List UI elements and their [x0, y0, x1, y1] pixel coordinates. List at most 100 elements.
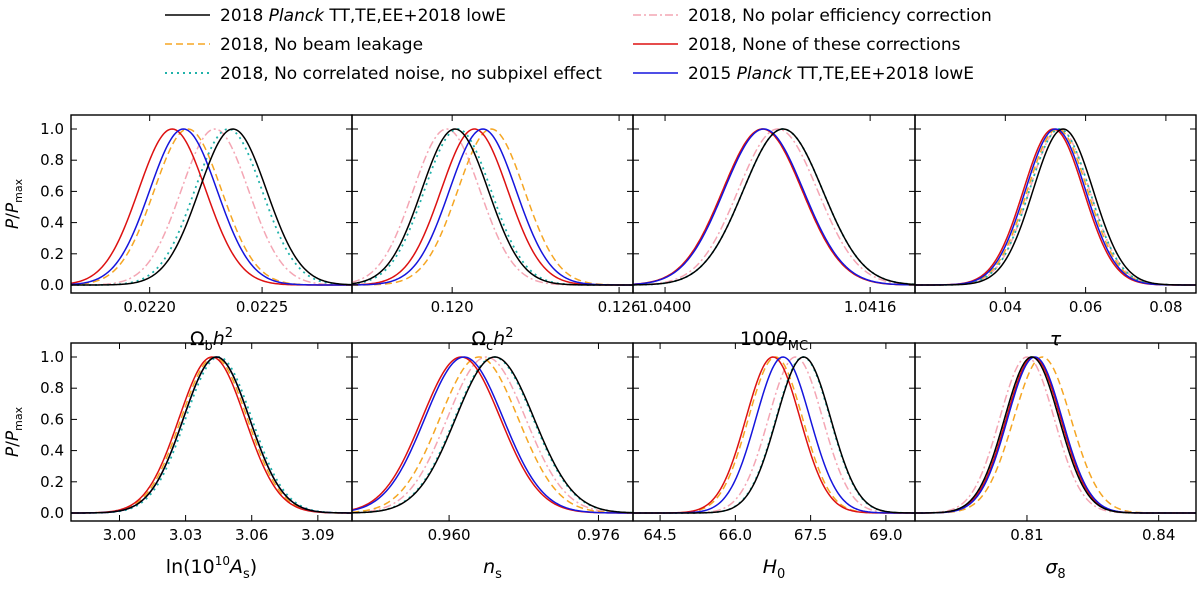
panel-3-curves	[633, 128, 915, 286]
x-axis-label: H0	[763, 556, 786, 582]
panel-frame	[351, 342, 634, 522]
x-tick-label: 0.06	[1069, 298, 1102, 316]
curve-s2015	[71, 356, 352, 514]
y-tick-label: 0.2	[40, 473, 64, 491]
x-tick-label: 0.126	[598, 298, 641, 316]
curve-polar	[352, 356, 633, 514]
panel-2: 0.120 0.126 Ωch2	[351, 114, 641, 354]
curve-none	[352, 356, 633, 514]
curve-s2015	[633, 128, 915, 286]
curve-none	[633, 356, 915, 514]
x-axis-label: Ωbh2	[190, 326, 233, 354]
panel-frame	[70, 342, 353, 522]
curve-s2015	[71, 128, 352, 286]
panel-5: 3.00 3.03 3.06 3.09 0.0 0.2 0.4 0.6 0.8 1.0 ln(101…	[40, 342, 353, 582]
curve-polar	[71, 356, 352, 514]
curve-s2015	[352, 356, 633, 514]
panel-4: 0.04 0.06 0.08 τ	[914, 114, 1197, 350]
curve-s2018	[71, 128, 352, 286]
curve-s2015	[915, 356, 1196, 514]
x-tick-label: 3.09	[301, 526, 334, 544]
x-axis-label: 100θMC	[740, 328, 808, 354]
x-axis-label: σ8	[1045, 556, 1065, 582]
y-axis-label: P/Pmax	[3, 178, 25, 229]
x-tick-label: 0.81	[1010, 526, 1043, 544]
legend-label-polar: 2018, No polar efficiency correction	[688, 6, 992, 26]
y-tick-label: 0.0	[40, 504, 64, 522]
y-tick-label: 1.0	[40, 120, 64, 138]
y-tick-label: 1.0	[40, 348, 64, 366]
curve-none	[633, 128, 915, 286]
x-tick-label: 67.5	[794, 526, 827, 544]
curve-polar	[915, 356, 1196, 514]
curve-noise	[352, 356, 633, 514]
curve-s2015	[352, 128, 633, 286]
legend-item-noise: 2018, No correlated noise, no subpixel e…	[165, 64, 602, 84]
curve-noise	[633, 128, 915, 286]
x-tick-label: 66.0	[719, 526, 752, 544]
x-tick-label: 1.0400	[639, 298, 692, 316]
panel-6-curves	[352, 356, 633, 514]
curve-none	[915, 356, 1196, 514]
x-tick-label: 0.0225	[236, 298, 289, 316]
y-axis-label: P/Pmax	[3, 406, 25, 457]
x-tick-label: 64.5	[643, 526, 676, 544]
curve-s2015	[915, 128, 1196, 286]
x-axis-label: ns	[483, 556, 502, 582]
legend-label-beam: 2018, No beam leakage	[220, 35, 423, 55]
curve-beam	[915, 356, 1196, 514]
curve-none	[352, 128, 633, 286]
curve-noise	[915, 128, 1196, 286]
curve-beam	[633, 356, 915, 514]
y-tick-label: 0.0	[40, 276, 64, 294]
legend: 2018 Planck TT,TE,EE+2018 lowE 2018, No b…	[165, 6, 992, 84]
curve-s2018	[633, 128, 915, 286]
y-tick-label: 0.2	[40, 245, 64, 263]
panel-6: 0.960 0.976 ns	[351, 342, 634, 582]
panel-8: 0.81 0.84 σ8	[914, 342, 1197, 582]
panel-frame	[632, 342, 916, 522]
curve-s2018	[352, 356, 633, 514]
curve-polar	[71, 128, 352, 286]
legend-item-none: 2018, None of these corrections	[633, 35, 961, 55]
x-tick-label: 0.960	[428, 526, 471, 544]
legend-item-s2015: 2015 Planck TT,TE,EE+2018 lowE	[633, 64, 974, 84]
curve-s2018	[71, 356, 352, 514]
curve-polar	[633, 128, 915, 286]
legend-label-s2015: 2015 Planck TT,TE,EE+2018 lowE	[688, 64, 974, 84]
panel-frame	[914, 114, 1197, 294]
legend-label-s2018: 2018 Planck TT,TE,EE+2018 lowE	[220, 6, 506, 26]
x-axis-label: τ	[1050, 328, 1062, 350]
curve-noise	[71, 128, 352, 286]
curve-beam	[71, 356, 352, 514]
curve-none	[71, 128, 352, 286]
y-tick-label: 0.6	[40, 410, 64, 428]
y-tick-label: 0.8	[40, 379, 64, 397]
curve-noise	[352, 128, 633, 286]
legend-item-beam: 2018, No beam leakage	[165, 35, 423, 55]
panel-1: 0.0220 0.0225 0.0 0.2 0.4 0.6 0.8 1.0 Ωbh2	[40, 114, 353, 354]
x-tick-label: 3.03	[169, 526, 202, 544]
x-tick-label: 0.976	[577, 526, 620, 544]
x-tick-label: 3.00	[103, 526, 136, 544]
curve-s2018	[915, 356, 1196, 514]
panel-frame	[632, 114, 916, 294]
legend-item-polar: 2018, No polar efficiency correction	[633, 6, 992, 26]
legend-label-noise: 2018, No correlated noise, no subpixel e…	[220, 64, 602, 84]
y-tick-label: 0.6	[40, 182, 64, 200]
panel-5-curves	[71, 356, 352, 514]
curve-beam	[352, 356, 633, 514]
curve-s2015	[633, 356, 915, 514]
curve-s2018	[352, 128, 633, 286]
curve-beam	[352, 128, 633, 286]
curve-beam	[915, 128, 1196, 286]
curve-beam	[633, 128, 915, 286]
x-tick-label: 0.04	[989, 298, 1022, 316]
legend-label-none: 2018, None of these corrections	[688, 35, 961, 55]
panel-7: 64.5 66.0 67.5 69.0 H0	[632, 342, 916, 582]
curve-none	[915, 128, 1196, 286]
x-tick-label: 1.0416	[844, 298, 897, 316]
legend-item-s2018: 2018 Planck TT,TE,EE+2018 lowE	[165, 6, 506, 26]
